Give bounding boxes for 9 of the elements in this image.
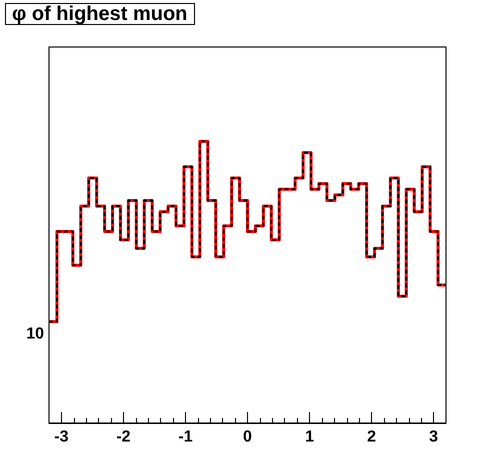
x-tick-label: 1 — [305, 428, 314, 446]
x-tick-label: -2 — [116, 428, 131, 446]
x-tick-label: 0 — [243, 428, 252, 446]
chart-title: φ of highest muon — [12, 3, 188, 25]
x-tick-label: -1 — [178, 428, 193, 446]
text: 10 — [26, 326, 44, 342]
x-tick-label: 2 — [367, 428, 376, 446]
x-tick-label: 3 — [429, 428, 438, 446]
x-tick-label: -3 — [54, 428, 69, 446]
